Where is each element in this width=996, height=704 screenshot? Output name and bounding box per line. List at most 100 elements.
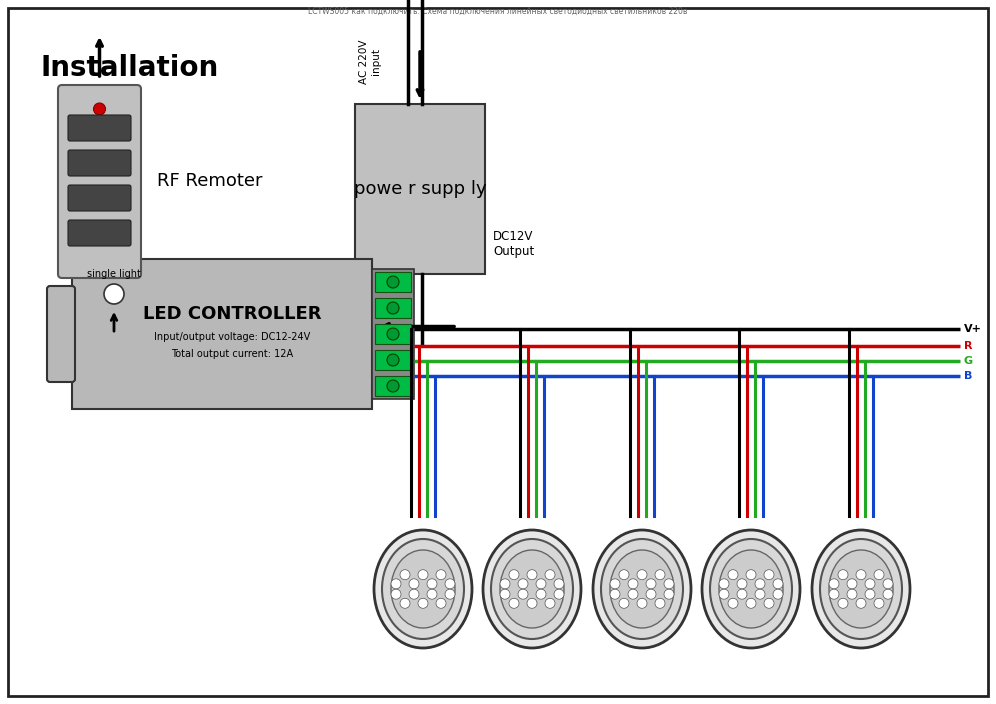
Circle shape: [536, 579, 546, 589]
Ellipse shape: [382, 539, 464, 639]
Circle shape: [94, 103, 106, 115]
Ellipse shape: [719, 550, 783, 628]
Circle shape: [637, 598, 647, 608]
Circle shape: [418, 598, 428, 608]
Circle shape: [445, 579, 455, 589]
Bar: [375, 376, 411, 396]
Circle shape: [728, 570, 738, 579]
Circle shape: [536, 589, 546, 599]
Circle shape: [664, 589, 674, 599]
Circle shape: [883, 579, 893, 589]
FancyBboxPatch shape: [58, 85, 141, 278]
FancyBboxPatch shape: [68, 185, 131, 211]
FancyBboxPatch shape: [47, 286, 75, 382]
Circle shape: [527, 598, 537, 608]
Text: G: G: [964, 356, 973, 366]
Circle shape: [856, 570, 866, 579]
Circle shape: [436, 570, 446, 579]
Circle shape: [646, 589, 656, 599]
Circle shape: [545, 598, 555, 608]
Circle shape: [737, 589, 747, 599]
Circle shape: [883, 589, 893, 599]
Circle shape: [610, 589, 620, 599]
Circle shape: [655, 598, 665, 608]
Circle shape: [387, 302, 399, 314]
Circle shape: [387, 354, 399, 366]
Text: Installation: Installation: [40, 54, 218, 82]
Text: single light: single light: [87, 269, 141, 279]
Circle shape: [719, 589, 729, 599]
Circle shape: [865, 589, 875, 599]
Text: AC 220V
input: AC 220V input: [360, 39, 380, 84]
Ellipse shape: [702, 530, 800, 648]
Circle shape: [500, 579, 510, 589]
Circle shape: [829, 589, 839, 599]
Text: DC12V
Output: DC12V Output: [493, 230, 534, 258]
Circle shape: [737, 579, 747, 589]
Ellipse shape: [812, 530, 910, 648]
Circle shape: [518, 579, 528, 589]
Circle shape: [418, 570, 428, 579]
Circle shape: [856, 598, 866, 608]
Ellipse shape: [483, 530, 581, 648]
Circle shape: [755, 589, 765, 599]
Ellipse shape: [374, 530, 472, 648]
Circle shape: [509, 570, 519, 579]
Circle shape: [387, 328, 399, 340]
Text: B: B: [964, 371, 972, 381]
Circle shape: [436, 598, 446, 608]
Text: LCTWS005 как подключить. Схема подключения линейных светодиодных светильников 22: LCTWS005 как подключить. Схема подключен…: [309, 7, 687, 16]
Ellipse shape: [829, 550, 893, 628]
Circle shape: [637, 570, 647, 579]
Ellipse shape: [391, 550, 455, 628]
Circle shape: [500, 589, 510, 599]
Circle shape: [554, 589, 564, 599]
Circle shape: [746, 570, 756, 579]
Ellipse shape: [610, 550, 674, 628]
Circle shape: [628, 579, 638, 589]
Circle shape: [728, 598, 738, 608]
Circle shape: [847, 579, 857, 589]
Circle shape: [400, 598, 410, 608]
Bar: [355, 104, 485, 274]
Ellipse shape: [710, 539, 792, 639]
Circle shape: [773, 589, 783, 599]
Circle shape: [391, 579, 401, 589]
Circle shape: [719, 579, 729, 589]
Circle shape: [554, 579, 564, 589]
Text: V+: V+: [964, 324, 982, 334]
Circle shape: [427, 579, 437, 589]
Circle shape: [664, 579, 674, 589]
Circle shape: [387, 276, 399, 288]
FancyBboxPatch shape: [68, 150, 131, 176]
Circle shape: [646, 579, 656, 589]
Bar: [375, 324, 411, 344]
Ellipse shape: [820, 539, 902, 639]
Circle shape: [545, 570, 555, 579]
Text: RF Remoter: RF Remoter: [157, 172, 263, 191]
Bar: [372, 269, 414, 399]
Bar: [375, 272, 411, 292]
Circle shape: [391, 589, 401, 599]
Circle shape: [655, 570, 665, 579]
Bar: [375, 298, 411, 318]
Text: LED CONTROLLER: LED CONTROLLER: [142, 305, 322, 323]
Ellipse shape: [491, 539, 573, 639]
Circle shape: [865, 579, 875, 589]
Circle shape: [847, 589, 857, 599]
Circle shape: [773, 579, 783, 589]
Circle shape: [518, 589, 528, 599]
Circle shape: [764, 598, 774, 608]
Ellipse shape: [601, 539, 683, 639]
FancyBboxPatch shape: [68, 115, 131, 141]
Circle shape: [874, 570, 884, 579]
Circle shape: [619, 598, 629, 608]
Ellipse shape: [500, 550, 564, 628]
Text: R: R: [964, 341, 972, 351]
Circle shape: [427, 589, 437, 599]
Bar: [72, 259, 372, 409]
Circle shape: [409, 589, 419, 599]
Circle shape: [838, 598, 848, 608]
Circle shape: [400, 570, 410, 579]
Circle shape: [746, 598, 756, 608]
